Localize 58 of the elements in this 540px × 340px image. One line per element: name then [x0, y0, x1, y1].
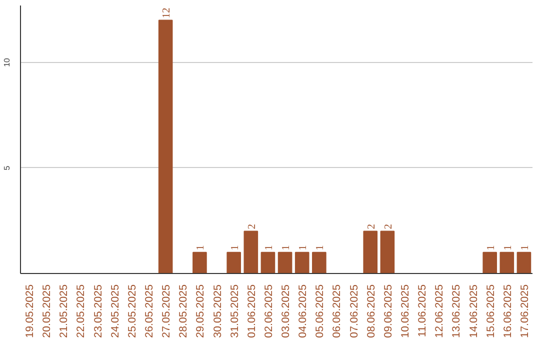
bar: [244, 230, 258, 274]
x-tick-label: 13.06.2025: [450, 284, 463, 338]
data-label: 1: [196, 245, 207, 250]
x-tick-label: 21.05.2025: [58, 284, 70, 338]
bar: [260, 252, 276, 274]
x-tick-label: 10.06.2025: [400, 284, 412, 338]
data-label: 1: [281, 245, 292, 250]
x-tick-label: 25.05.2025: [126, 284, 138, 338]
data-label: 2: [366, 224, 378, 230]
bar: [226, 252, 241, 274]
data-label: 1: [298, 245, 310, 250]
x-tick-label: 22.05.2025: [75, 284, 88, 338]
x-tick-label: 19.05.2025: [24, 284, 36, 338]
x-tick-label: 12.06.2025: [434, 284, 446, 338]
bar: [278, 252, 292, 274]
x-tick-label: 02.06.2025: [262, 284, 275, 338]
bar: [482, 252, 497, 274]
bar: [380, 230, 395, 274]
x-tick-label: 07.06.2025: [348, 284, 360, 338]
x-tick-label: 24.05.2025: [109, 284, 122, 338]
bar: [516, 252, 532, 274]
x-tick-label: 26.05.2025: [144, 284, 156, 338]
x-tick-label: 27.05.2025: [160, 284, 173, 338]
x-tick-label: 29.05.2025: [194, 284, 207, 338]
x-tick-label: 31.05.2025: [228, 284, 241, 338]
y-tick-label: 5: [2, 165, 12, 170]
data-label: 1: [486, 245, 497, 250]
x-tick-label: 28.05.2025: [178, 284, 190, 338]
bar: [158, 20, 173, 274]
x-tick-label: 14.06.2025: [468, 284, 480, 338]
x-tick-label: 05.06.2025: [314, 284, 326, 338]
x-tick-label: 01.06.2025: [246, 284, 258, 338]
x-tick-label: 08.06.2025: [365, 284, 378, 338]
data-label: 1: [230, 245, 241, 250]
x-tick-label: 30.05.2025: [212, 284, 224, 338]
data-label: 2: [246, 224, 258, 230]
data-label: 1: [502, 245, 514, 250]
x-tick-label: 06.06.2025: [331, 284, 344, 338]
data-label: 1: [315, 245, 326, 250]
data-label: 1: [520, 245, 531, 250]
bar: [294, 252, 310, 274]
x-tick-label: 23.05.2025: [92, 284, 104, 338]
bar: [192, 252, 207, 274]
x-tick-label: 15.06.2025: [484, 284, 497, 338]
x-tick-label: 04.06.2025: [297, 284, 310, 338]
data-label: 12: [162, 8, 173, 18]
bar: [500, 252, 514, 274]
x-tick-label: 03.06.2025: [280, 284, 292, 338]
bar: [312, 252, 326, 274]
x-tick-label: 16.06.2025: [502, 284, 514, 338]
x-tick-label: 09.06.2025: [382, 284, 394, 338]
data-label: 1: [264, 245, 275, 250]
x-tick-label: 20.05.2025: [41, 284, 54, 338]
data-label: 2: [383, 224, 394, 230]
bar: [363, 230, 378, 274]
y-tick-label: 10: [2, 57, 12, 67]
x-tick-label: 17.06.2025: [518, 284, 531, 338]
x-tick-label: 11.06.2025: [416, 284, 429, 338]
